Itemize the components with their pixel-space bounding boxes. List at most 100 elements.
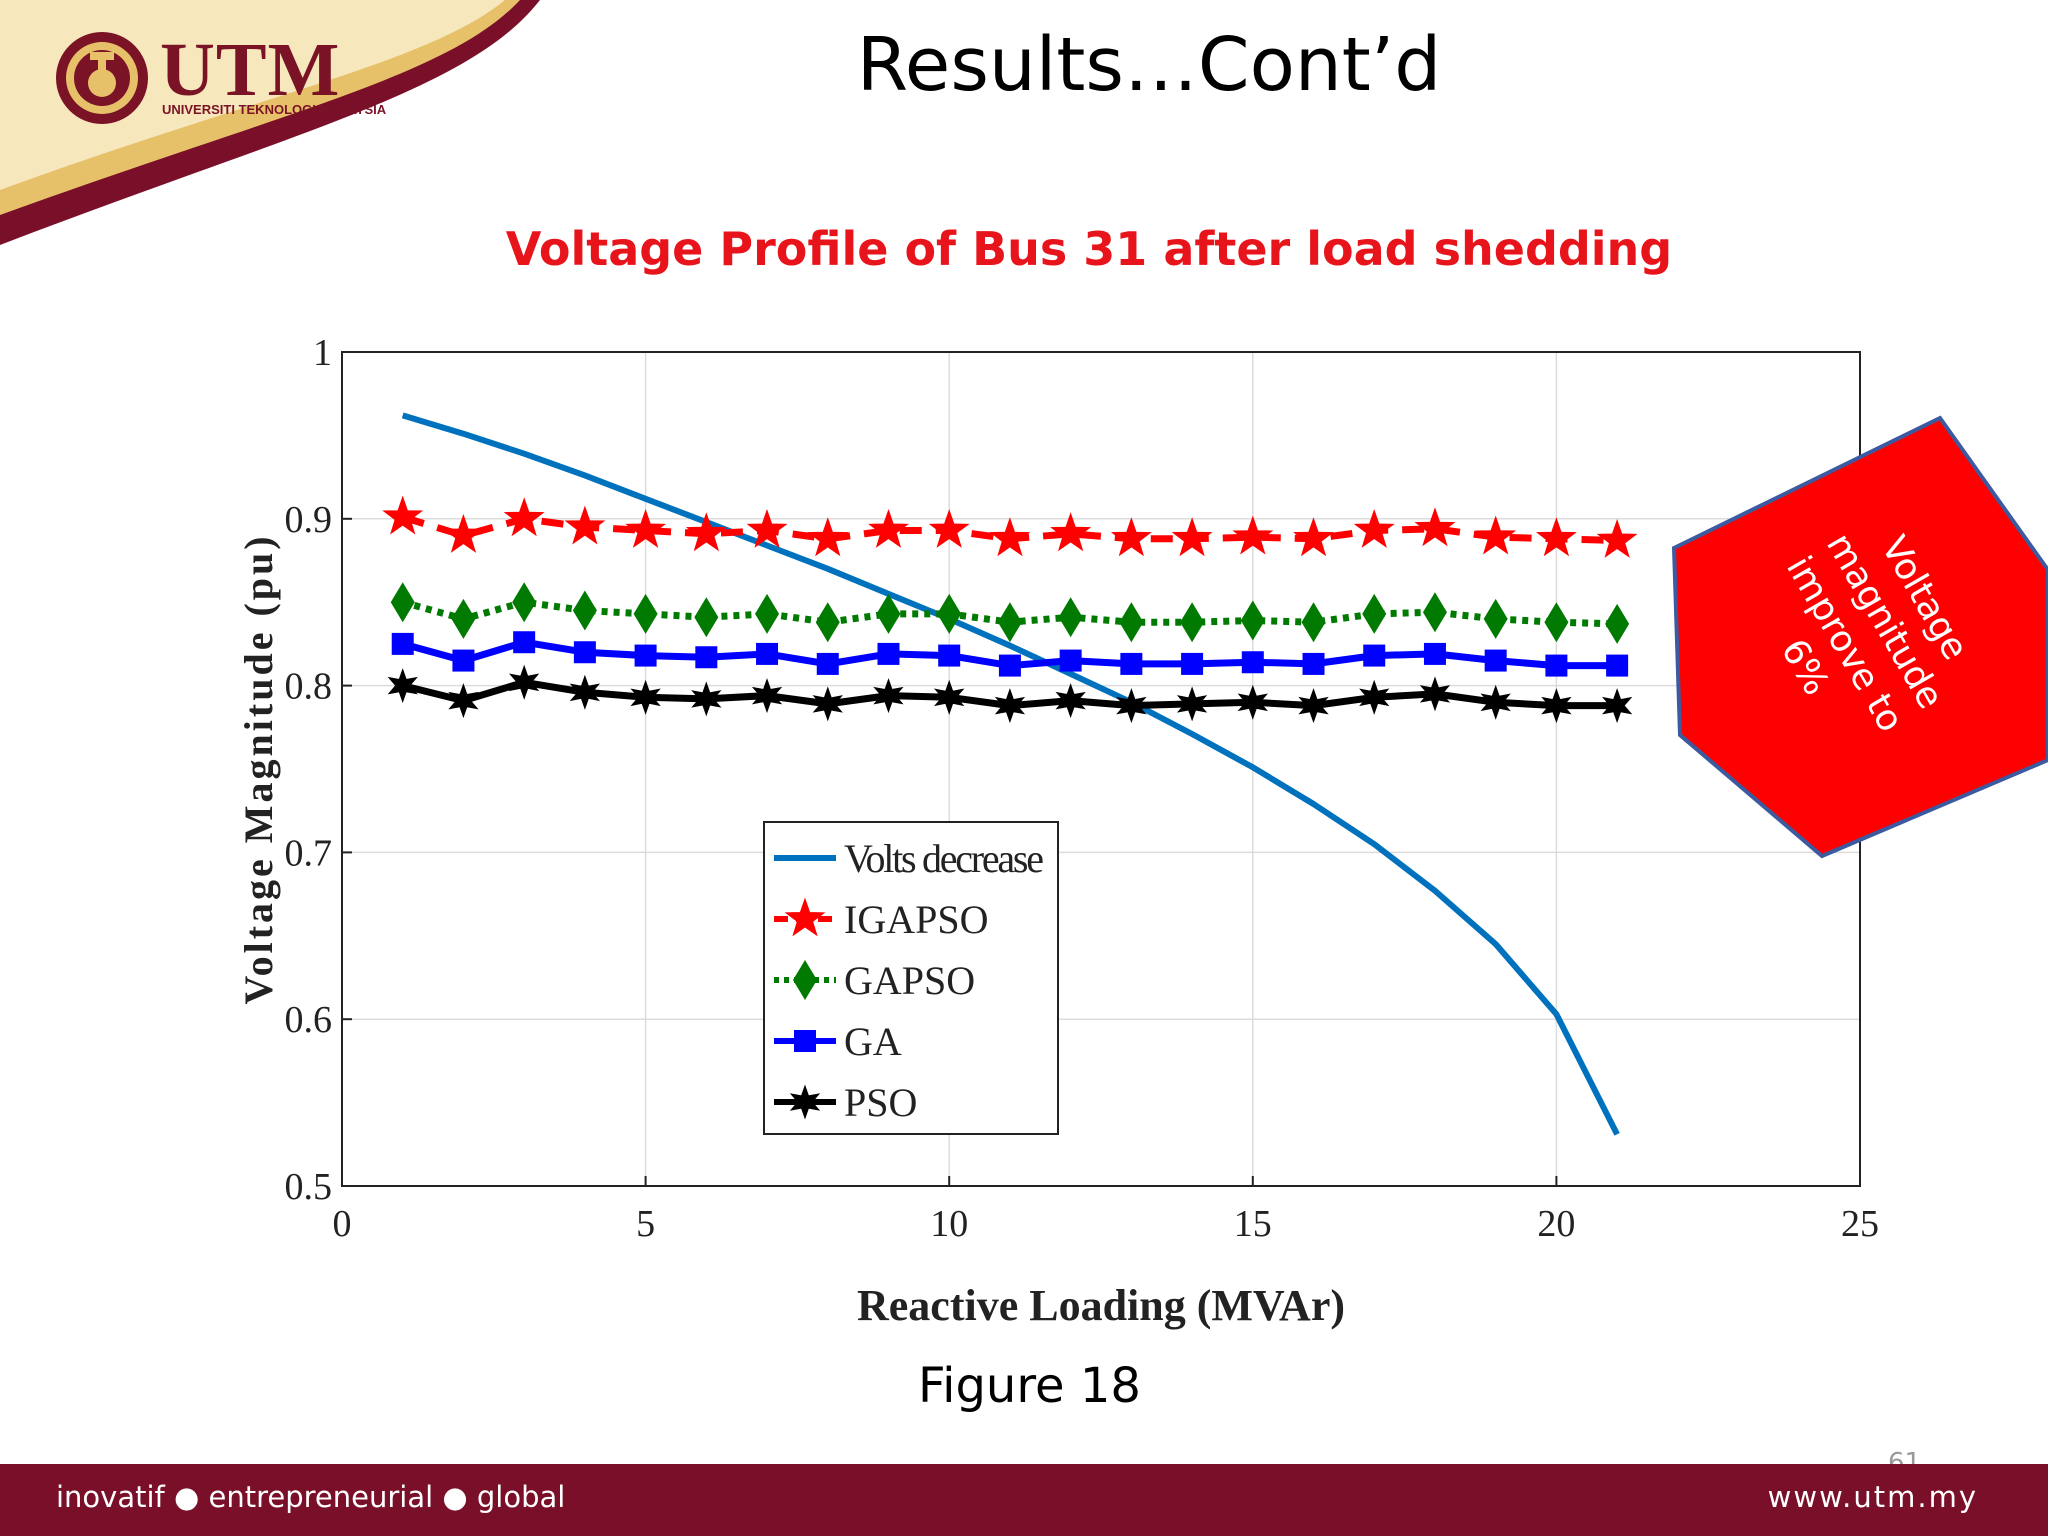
legend-item-gapso: GAPSO [774,958,975,1003]
data-point-gapso [997,602,1022,643]
data-point-gapso [876,593,901,634]
data-point-ga [1363,644,1386,667]
data-point-gapso [633,593,658,634]
data-point-ga [938,644,961,667]
data-point-igapso [1050,512,1092,552]
data-point-gapso [1301,602,1326,643]
footer-website: www.utm.my [1767,1480,1978,1514]
data-point-pso [1601,688,1633,724]
x-tick-label: 15 [1234,1203,1272,1245]
data-point-gapso [1058,597,1083,638]
data-point-pso [812,686,843,722]
data-point-ga [1606,654,1629,677]
legend-item-igapso: IGAPSO [774,897,988,942]
utm-logo: UTM UNIVERSITI TEKNOLOGI MALAYSIA [52,28,386,128]
callout-shape [1671,415,2048,859]
data-point-pso [387,668,418,704]
data-point-gapso [937,593,962,634]
data-point-ga [816,652,839,675]
data-point-igapso [442,513,484,553]
data-point-gapso [1180,602,1205,643]
data-point-pso [751,678,783,714]
y-tick-label: 0.5 [285,1166,333,1208]
utm-crest-icon [56,32,148,124]
data-point-igapso [382,495,424,535]
improvement-callout: Voltage magnitude improve to 6% [1671,415,2048,859]
chart-series [382,412,1638,1136]
legend-label: GA [844,1019,902,1064]
data-point-gapso [1119,602,1144,643]
series-ga [391,631,1629,677]
data-point-ga [1484,649,1507,672]
data-point-ga [1059,649,1082,672]
y-tick-label: 0.7 [285,832,333,874]
data-point-igapso [1596,518,1638,558]
legend-marker [793,960,817,1000]
data-point-gapso [451,598,476,639]
data-point-igapso [1171,517,1213,557]
legend-item-volts-decrease: Volts decrease [774,836,1044,881]
data-point-igapso [1110,517,1152,557]
data-point-igapso [1293,517,1334,557]
data-point-gapso [572,590,597,631]
legend-item-ga: GA [774,1019,902,1064]
x-tick-label: 25 [1841,1203,1879,1245]
data-point-gapso [815,602,840,643]
data-point-igapso [1232,515,1274,555]
x-tick-label: 20 [1537,1203,1575,1245]
x-tick-label: 10 [930,1203,968,1245]
data-point-ga [695,646,718,669]
data-point-igapso [1475,515,1517,555]
data-point-igapso [989,517,1031,557]
legend-item-pso: PSO [774,1080,917,1125]
data-point-gapso [1605,603,1630,644]
logo-text: UTM [160,28,341,112]
logo-subtext: UNIVERSITI TEKNOLOGI MALAYSIA [162,102,387,117]
y-tick-label: 0.9 [285,499,333,541]
data-point-pso [1116,688,1147,724]
data-point-igapso [625,508,667,548]
data-point-ga [1241,651,1264,674]
chart-ticks: 0 5 10 15 20 25 0.5 0.6 0.7 0.8 0.9 1 [285,332,1880,1245]
series-pso [387,664,1633,724]
data-point-igapso [807,517,849,557]
data-point-gapso [1422,592,1447,633]
data-point-pso [448,683,479,719]
y-axis-label: Voltage Magnitude (pu) [236,533,281,1004]
data-point-igapso [1414,507,1456,547]
data-point-pso [1480,684,1511,720]
data-point-ga [1545,654,1568,677]
data-point-pso [630,679,661,715]
footer-tagline: inovatif ● entrepreneurial ● global [56,1480,566,1514]
data-point-ga [756,642,779,665]
legend-marker [784,897,826,937]
data-point-gapso [512,582,537,623]
data-point-pso [873,678,904,714]
data-point-gapso [755,593,780,634]
data-point-pso [1237,684,1269,720]
data-point-gapso [1362,593,1387,634]
data-point-ga [1423,642,1446,665]
data-point-pso [933,679,965,715]
data-point-igapso [928,508,970,548]
data-point-pso [1055,683,1086,719]
footer-bar: inovatif ● entrepreneurial ● global www.… [0,1464,2048,1536]
data-point-igapso [868,508,909,548]
data-point-gapso [1240,600,1265,641]
data-point-igapso [1535,517,1577,557]
y-tick-label: 0.8 [285,666,333,708]
data-point-pso [691,681,722,717]
series-igapso [382,495,1638,558]
data-point-ga [1181,652,1204,675]
chart-title: Voltage Profile of Bus 31 after load she… [505,222,1673,276]
legend-label: GAPSO [844,958,975,1003]
slide-title: Results…Cont’d [856,22,1442,108]
voltage-profile-chart: 0 5 10 15 20 25 0.5 0.6 0.7 0.8 0.9 1 Reactive Load… [236,332,1880,1330]
data-point-gapso [1544,602,1569,643]
data-point-ga [1120,652,1143,675]
data-point-ga [998,654,1021,677]
data-point-pso [994,688,1026,724]
data-point-igapso [564,505,606,545]
series-line-volts-decrease [401,412,1620,1136]
